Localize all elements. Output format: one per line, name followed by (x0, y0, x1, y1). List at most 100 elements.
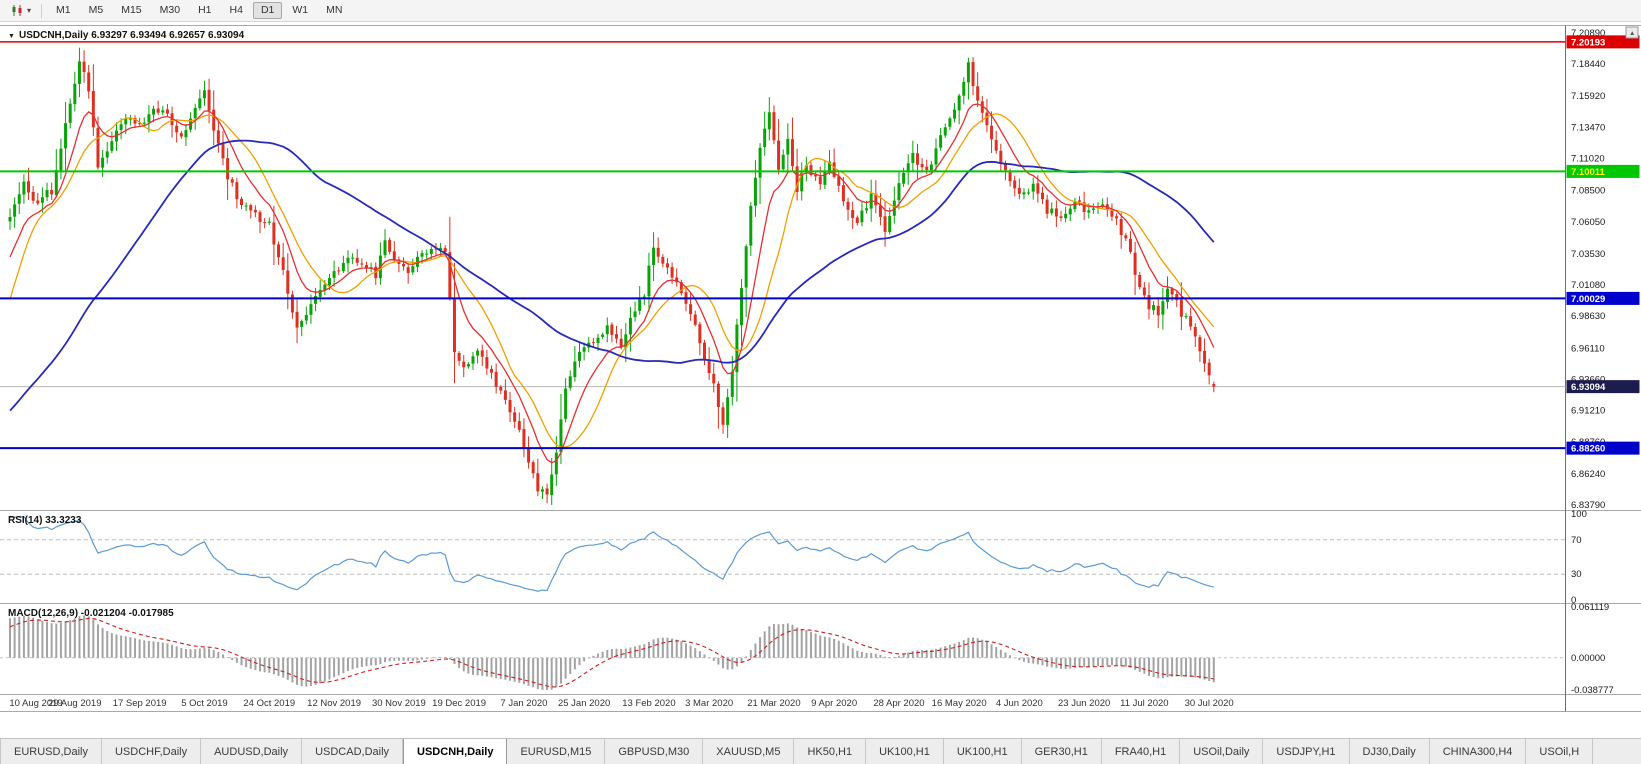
timeframe-button-w1[interactable]: W1 (292, 3, 309, 16)
chart-tab-eurusd-m15[interactable]: EURUSD,M15 (507, 739, 606, 764)
date-axis-label: 3 Mar 2020 (685, 698, 733, 709)
chart-tab-uk100-h1[interactable]: UK100,H1 (944, 739, 1022, 764)
price-tag-label: 7.10011 (1571, 167, 1606, 178)
rsi-axis-label: 70 (1571, 535, 1582, 546)
chart-tab-gbpusd-m30[interactable]: GBPUSD,M30 (605, 739, 704, 764)
chart-tab-china300-h4[interactable]: CHINA300,H4 (1430, 739, 1527, 764)
macd-axis-label: 0.00000 (1571, 653, 1605, 664)
date-axis-label: 7 Jan 2020 (500, 698, 547, 709)
price-axis-label: 7.03530 (1571, 249, 1605, 260)
timeframe-button-mn[interactable]: MN (326, 3, 343, 16)
price-tag-label: 6.93094 (1571, 382, 1606, 393)
chart-tab-usdjpy-h1[interactable]: USDJPY,H1 (1263, 739, 1350, 764)
chart-tab-audusd-daily[interactable]: AUDUSD,Daily (201, 739, 303, 764)
ma-mid-line (9, 113, 1215, 448)
date-axis-label: 16 May 2020 (932, 698, 987, 709)
chart-type-button[interactable]: ▾ (5, 2, 36, 19)
date-axis-label: 21 Mar 2020 (747, 698, 800, 709)
chart-collapse-icon[interactable]: ▼ (8, 33, 15, 40)
scroll-up-icon: ▲ (1629, 30, 1635, 37)
date-axis-label: 17 Sep 2019 (113, 698, 167, 709)
price-tag-label: 7.00029 (1571, 294, 1605, 305)
price-axis-label: 7.18440 (1571, 59, 1605, 70)
price-axis-label: 7.06050 (1571, 217, 1605, 228)
chart-tab-dj30-daily[interactable]: DJ30,Daily (1350, 739, 1430, 764)
rsi-label: RSI(14) 33.3233 (8, 515, 82, 526)
timeframe-button-group: M1 M5 M15 M30 H1 H4 D1 W1 MN (47, 1, 351, 20)
price-axis-label: 7.11020 (1571, 154, 1605, 165)
macd-label: MACD(12,26,9) -0.021204 -0.017985 (8, 608, 174, 619)
date-axis-label: 24 Oct 2019 (243, 698, 295, 709)
rsi-axis-label: 100 (1571, 509, 1587, 520)
ma-fast-line (9, 103, 1215, 464)
timeframe-button-h4[interactable]: H4 (229, 3, 243, 16)
price-axis-label: 7.08500 (1571, 186, 1605, 197)
price-tag-label: 6.88260 (1571, 444, 1605, 455)
ma-slow-line (9, 139, 1215, 412)
chart-title: USDCNH,Daily 6.93297 6.93494 6.92657 6.9… (19, 30, 245, 41)
price-axis-label: 7.01080 (1571, 280, 1605, 291)
date-axis-label: 29 Aug 2019 (48, 698, 101, 709)
chart-tab-hk50-h1[interactable]: HK50,H1 (794, 739, 867, 764)
date-axis-label: 30 Nov 2019 (372, 698, 426, 709)
date-axis-label: 25 Jan 2020 (558, 698, 610, 709)
chart-tab-ger30-h1[interactable]: GER30,H1 (1022, 739, 1102, 764)
macd-axis-label: -0.038777 (1571, 685, 1614, 696)
price-axis-label: 6.98630 (1571, 311, 1605, 322)
price-axis-label: 6.83790 (1571, 500, 1605, 511)
chart-tab-usdcad-daily[interactable]: USDCAD,Daily (302, 739, 404, 764)
dropdown-caret-icon: ▾ (27, 5, 32, 15)
date-axis-label: 4 Jun 2020 (996, 698, 1043, 709)
price-tag (1566, 380, 1640, 394)
price-axis-label: 6.86240 (1571, 469, 1605, 480)
price-axis-label: 6.96110 (1571, 343, 1605, 354)
date-axis-label: 9 Apr 2020 (811, 698, 857, 709)
price-axis-label: 7.20890 (1571, 28, 1605, 39)
date-axis-label: 11 Jul 2020 (1120, 698, 1168, 709)
chart-tab-usoil-daily[interactable]: USOil,Daily (1180, 739, 1264, 764)
price-tag (1566, 164, 1640, 178)
chart-tab-usdchf-daily[interactable]: USDCHF,Daily (102, 739, 202, 764)
price-axis-label: 7.15920 (1571, 91, 1605, 102)
price-tag (1566, 35, 1640, 49)
chart-tab-xauusd-m5[interactable]: XAUUSD,M5 (703, 739, 795, 764)
chart-tab-eurusd-daily[interactable]: EURUSD,Daily (0, 739, 102, 764)
price-tag-label: 7.20193 (1571, 37, 1605, 48)
rsi-line (9, 516, 1214, 592)
price-axis-label: 7.13470 (1571, 122, 1605, 133)
price-axis-label: 6.93660 (1571, 374, 1605, 385)
price-tag (1566, 291, 1640, 305)
chart-window[interactable]: 7.20890 7.18440 7.15920 7.13470 7.11020 7.085… (0, 22, 1641, 738)
chart-tab-usoil-h[interactable]: USOil,H (1526, 739, 1594, 764)
rsi-axis-label: 0 (1571, 595, 1576, 606)
macd-histogram (9, 615, 1215, 690)
timeframe-button-m5[interactable]: M5 (88, 3, 104, 16)
date-axis-label: 19 Dec 2019 (432, 698, 486, 709)
timeframe-toolbar: ▾ M1 M5 M15 M30 H1 H4 D1 W1 MN (0, 0, 1641, 22)
chart-tab-bar: EURUSD,Daily USDCHF,Daily AUDUSD,Daily USDC… (0, 738, 1641, 764)
chart-scroll-button[interactable] (1625, 26, 1639, 39)
timeframe-button-m30[interactable]: M30 (159, 3, 181, 16)
date-axis-label: 30 Jul 2020 (1185, 698, 1234, 709)
timeframe-button-d1[interactable]: D1 (252, 1, 283, 20)
timeframe-button-m1[interactable]: M1 (56, 3, 71, 16)
candlestick-series (8, 47, 1216, 505)
date-axis-label: 23 Jun 2020 (1058, 698, 1110, 709)
chart-tab-usdcnh-daily[interactable]: USDCNH,Daily (403, 739, 508, 764)
price-axis-label: 6.91210 (1571, 406, 1605, 417)
toolbar-separator (41, 3, 43, 18)
timeframe-button-m15[interactable]: M15 (121, 3, 142, 16)
timeframe-button-h1[interactable]: H1 (198, 3, 212, 16)
date-axis-label: 10 Aug 2019 (9, 698, 62, 709)
date-axis-label: 13 Feb 2020 (622, 698, 675, 709)
chart-tab-fra40-h1[interactable]: FRA40,H1 (1102, 739, 1181, 764)
date-axis-label: 28 Apr 2020 (873, 698, 924, 709)
rsi-axis-label: 30 (1571, 569, 1582, 580)
macd-signal-line (9, 617, 1214, 688)
macd-axis-label: 0.061119 (1571, 602, 1609, 613)
price-tag (1566, 441, 1640, 455)
candlestick-chart-icon (12, 5, 22, 16)
date-axis-label: 12 Nov 2019 (307, 698, 361, 709)
chart-tab-uk100-h1[interactable]: UK100,H1 (866, 739, 944, 764)
date-axis-label: 5 Oct 2019 (181, 698, 227, 709)
